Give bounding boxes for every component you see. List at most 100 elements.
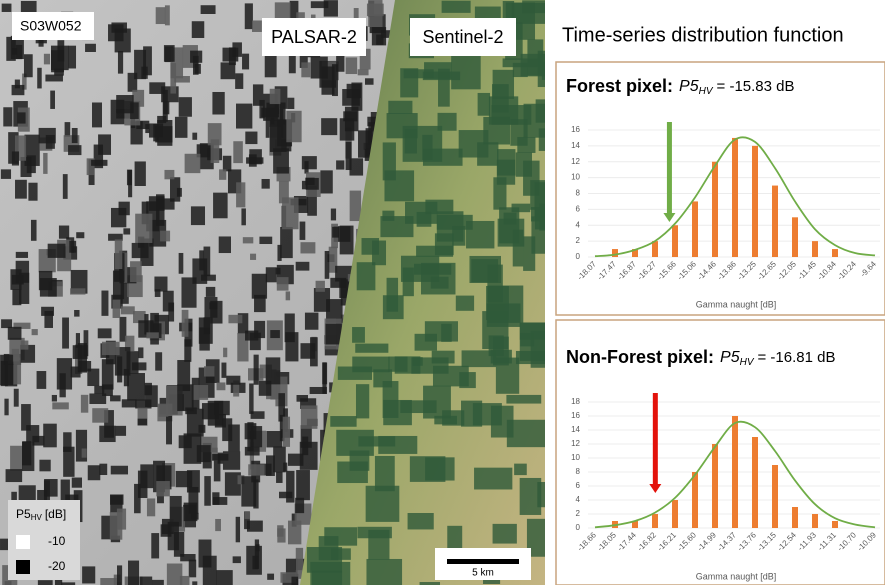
- clearing: [192, 581, 197, 585]
- clearing: [43, 424, 57, 448]
- clearing: [296, 262, 310, 271]
- marker-arrow: [667, 122, 672, 214]
- clearing: [145, 124, 149, 133]
- clearing: [72, 128, 78, 143]
- clearing: [204, 297, 217, 318]
- clearing: [212, 92, 224, 115]
- clearing: [82, 566, 95, 583]
- clearing: [130, 261, 142, 282]
- clearing: [254, 295, 266, 312]
- clearing: [331, 209, 336, 221]
- clearing: [340, 226, 354, 255]
- clearing: [164, 170, 174, 179]
- clearing: [2, 4, 12, 12]
- clearing: [127, 373, 145, 401]
- clearing: [241, 208, 245, 225]
- clearing: [154, 277, 167, 292]
- forest-patch: [366, 559, 402, 585]
- clearing: [57, 40, 64, 61]
- clearing: [121, 306, 135, 314]
- clearing: [170, 63, 176, 94]
- scale-bar: [447, 559, 519, 564]
- clearing: [305, 313, 318, 330]
- forest-patch: [366, 486, 400, 522]
- clearing: [44, 311, 53, 328]
- clearing: [180, 554, 195, 561]
- forest-patch: [474, 468, 512, 490]
- clearing: [245, 512, 251, 519]
- forest-patch: [517, 137, 535, 153]
- clearing: [0, 539, 8, 550]
- clearing: [252, 556, 258, 570]
- clearing: [69, 241, 76, 253]
- clearing: [280, 227, 293, 258]
- clearing: [177, 384, 193, 411]
- title-text: Forest pixel:: [566, 76, 673, 96]
- bar: [792, 217, 798, 257]
- clearing: [332, 64, 338, 96]
- clearing: [247, 521, 263, 532]
- y-tick-label: 6: [576, 204, 581, 213]
- legend-label: -10: [48, 534, 66, 548]
- clearing: [88, 465, 101, 480]
- clearing: [43, 153, 47, 174]
- metric-sub: HV: [740, 357, 755, 368]
- metric: P5: [679, 78, 699, 95]
- forest-patch: [362, 238, 379, 255]
- clearing: [100, 578, 117, 585]
- clearing: [72, 478, 82, 488]
- clearing: [135, 214, 152, 243]
- clearing: [28, 183, 37, 201]
- clearing: [50, 91, 55, 109]
- clearing: [45, 75, 63, 82]
- clearing: [164, 45, 175, 62]
- forest-patch: [384, 170, 414, 201]
- clearing: [277, 277, 289, 290]
- clearing: [206, 287, 215, 297]
- optical-label: Sentinel-2: [422, 27, 503, 47]
- y-tick-label: 14: [571, 425, 580, 434]
- clearing: [68, 46, 76, 69]
- forest-patch: [356, 384, 369, 418]
- clearing: [38, 580, 53, 585]
- clearing: [228, 315, 242, 323]
- clearing: [301, 405, 318, 428]
- x-axis-label: Gamma naught [dB]: [696, 299, 777, 309]
- clearing: [89, 393, 106, 404]
- forest-patch: [378, 436, 417, 454]
- forest-patch: [352, 327, 365, 343]
- forest-patch: [355, 344, 388, 353]
- clearing: [12, 85, 25, 95]
- clearing: [4, 399, 8, 416]
- clearing: [296, 470, 310, 500]
- clearing: [245, 132, 257, 145]
- sar-label: PALSAR-2: [271, 27, 357, 47]
- chart: Non-Forest pixel:P5HV= -16.81 dB02468101…: [556, 320, 885, 585]
- clearing: [128, 561, 139, 585]
- legend-swatch: [16, 535, 30, 549]
- bar: [752, 437, 758, 528]
- clearing: [311, 1, 329, 8]
- clearing: [245, 447, 260, 456]
- forest-patch: [471, 259, 498, 282]
- clearing: [332, 227, 339, 238]
- clearing: [345, 107, 359, 132]
- clearing: [31, 220, 37, 241]
- clearing: [13, 358, 21, 385]
- bar: [672, 500, 678, 528]
- metric-sub: HV: [699, 86, 714, 97]
- clearing: [119, 202, 130, 216]
- forest-patch: [473, 403, 502, 425]
- forest-patch: [506, 395, 541, 404]
- clearing: [179, 97, 192, 117]
- clearing: [101, 291, 108, 316]
- clearing: [316, 281, 325, 292]
- clearing: [347, 84, 361, 98]
- forest-patch: [531, 207, 545, 221]
- x-axis-label: Gamma naught [dB]: [696, 571, 777, 581]
- forest-patch: [437, 215, 473, 230]
- clearing: [198, 425, 205, 433]
- clearing: [372, 27, 386, 45]
- map: S03W052 PALSAR-2 Sentinel-2 P5HV[dB] -10…: [0, 0, 545, 585]
- clearing: [44, 54, 50, 65]
